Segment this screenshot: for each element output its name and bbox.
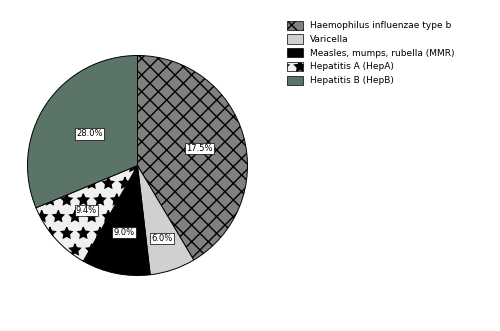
Wedge shape xyxy=(83,166,150,275)
Wedge shape xyxy=(28,56,138,208)
Wedge shape xyxy=(138,166,194,275)
Text: 28.0%: 28.0% xyxy=(76,129,103,138)
Text: 6.0%: 6.0% xyxy=(152,234,173,243)
Legend: Haemophilus influenzae type b, Varicella, Measles, mumps, rubella (MMR), Hepatit: Haemophilus influenzae type b, Varicella… xyxy=(285,19,456,87)
Wedge shape xyxy=(138,56,248,260)
Text: 17.5%: 17.5% xyxy=(186,144,212,153)
Text: 9.0%: 9.0% xyxy=(114,228,134,237)
Text: 9.4%: 9.4% xyxy=(76,206,97,215)
Wedge shape xyxy=(36,166,138,261)
